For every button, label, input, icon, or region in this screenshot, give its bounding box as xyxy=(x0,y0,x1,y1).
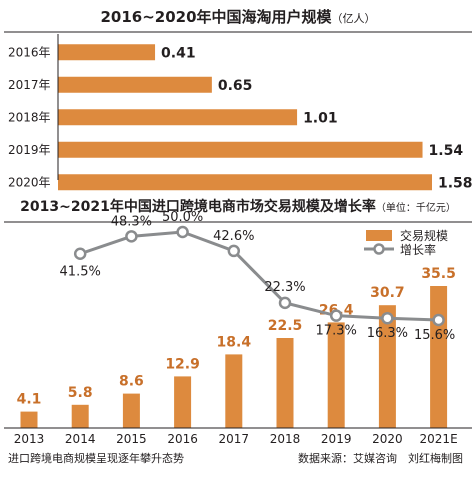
footer-source: 数据来源：艾媒咨询 xyxy=(298,451,397,465)
chart-2-rate-label: 16.3% xyxy=(367,326,408,341)
chart-2-x-labels: 2013 2014 2015 2016 2017 2018 2019 2020 2021E xyxy=(14,432,458,446)
chart-2-title: 2013~2021年中国进口跨境电商市场交易规模及增长率（单位：千亿元） xyxy=(20,198,456,215)
chart-2-rate-marker xyxy=(381,311,394,325)
chart-1-bar xyxy=(58,76,212,93)
chart-1-category-label: 2018年 xyxy=(8,110,51,124)
chart-2-rate-marker xyxy=(125,230,138,243)
chart-2-rate-marker xyxy=(432,313,445,327)
footer-author: 刘红梅制图 xyxy=(408,451,463,465)
legend-swatch-marker xyxy=(373,243,385,255)
chart-2-x-tick-label: 2018 xyxy=(270,432,301,446)
chart-2-bar-value-label: 5.8 xyxy=(68,385,93,401)
chart-1-category-label: 2019年 xyxy=(8,143,51,157)
chart-2-bar xyxy=(225,354,243,428)
chart-2-bar-value-label: 4.1 xyxy=(17,392,42,408)
chart-2-rate-marker xyxy=(227,244,241,258)
chart-2-rate-label: 48.3% xyxy=(111,214,152,229)
footer-caption: 进口跨境电商规模呈现逐年攀升态势 xyxy=(8,451,184,465)
chart-2-bar-value-label: 30.7 xyxy=(370,285,405,301)
chart-2-bar xyxy=(20,411,38,428)
chart-1-value-label: 1.54 xyxy=(429,143,464,159)
chart-2-x-tick-label: 2013 xyxy=(14,432,45,446)
chart-1-bar xyxy=(58,109,298,126)
chart-1-bar xyxy=(58,141,423,158)
legend-swatch-bar xyxy=(366,230,392,241)
chart-2-x-tick-label: 2017 xyxy=(219,432,250,446)
chart-2-rate-marker xyxy=(278,296,292,310)
chart-2-rate-label: 17.3% xyxy=(316,324,357,339)
chart-1-category-label: 2016年 xyxy=(8,45,51,59)
chart-2-rate-label: 50.0% xyxy=(162,210,203,225)
chart-1-value-label: 1.58 xyxy=(438,175,473,191)
chart-1-title: 2016~2020年中国海淘用户规模（亿人） xyxy=(100,8,375,26)
chart-2-x-tick-label: 2015 xyxy=(116,432,147,446)
chart-1-value-label: 1.01 xyxy=(303,110,338,126)
chart-1-value-label: 0.65 xyxy=(218,78,253,94)
chart-2-x-tick-label: 2016 xyxy=(167,432,198,446)
chart-2-bar-value-label: 35.5 xyxy=(421,266,456,282)
chart-2-bar xyxy=(327,322,345,428)
chart-2-bar-value-label: 22.5 xyxy=(268,318,303,334)
chart-2-rate-label: 42.6% xyxy=(213,229,254,244)
chart-2-x-tick-label: 2020 xyxy=(372,432,403,446)
chart-2-bars: 4.15.88.612.918.422.526.430.735.5 xyxy=(17,266,456,428)
chart-2-bar xyxy=(430,286,448,428)
legend-label-bar: 交易规模 xyxy=(400,228,448,243)
chart-2-rate-label: 22.3% xyxy=(264,280,305,295)
chart-2-bar xyxy=(378,305,396,428)
chart-2-rate-marker xyxy=(73,247,87,260)
chart-2-bar-value-label: 12.9 xyxy=(165,356,200,372)
chart-1-category-label: 2020年 xyxy=(8,175,51,189)
chart-1-category-label: 2017年 xyxy=(8,78,51,92)
chart-2-rate-polyline xyxy=(79,230,439,322)
chart-2-x-tick-label: 2021E xyxy=(420,432,458,446)
chart-2-rate-marker xyxy=(329,309,343,322)
chart-2-bar xyxy=(276,338,294,428)
chart-2-bar-value-label: 18.4 xyxy=(217,334,252,350)
chart-2-x-tick-label: 2019 xyxy=(321,432,352,446)
chart-2-rate-line: 41.5% 48.3% 50.0% 42.6% 22.3% 17.3% 16.3% 15.6% xyxy=(60,210,456,343)
legend-label-line: 增长率 xyxy=(400,242,436,257)
chart-2-bar xyxy=(174,376,192,428)
chart-2-rate-marker xyxy=(176,225,189,239)
chart-1-bar xyxy=(58,174,432,191)
chart-2-bar-value-label: 8.6 xyxy=(119,374,144,390)
chart-2-bar xyxy=(71,404,89,428)
chart-1-bars: 2016年 0.41 2017年 0.65 2018年 1.01 2019年 1.54 2020… xyxy=(8,44,473,191)
legend: 交易规模 增长率 xyxy=(364,228,448,257)
chart-2-bar xyxy=(122,393,140,428)
chart-1-bar xyxy=(58,44,156,61)
chart-1-value-label: 0.41 xyxy=(161,45,196,61)
chart-2-x-tick-label: 2014 xyxy=(65,432,96,446)
chart-2-rate-label: 15.6% xyxy=(414,328,455,343)
chart-2-rate-label: 41.5% xyxy=(60,265,101,280)
